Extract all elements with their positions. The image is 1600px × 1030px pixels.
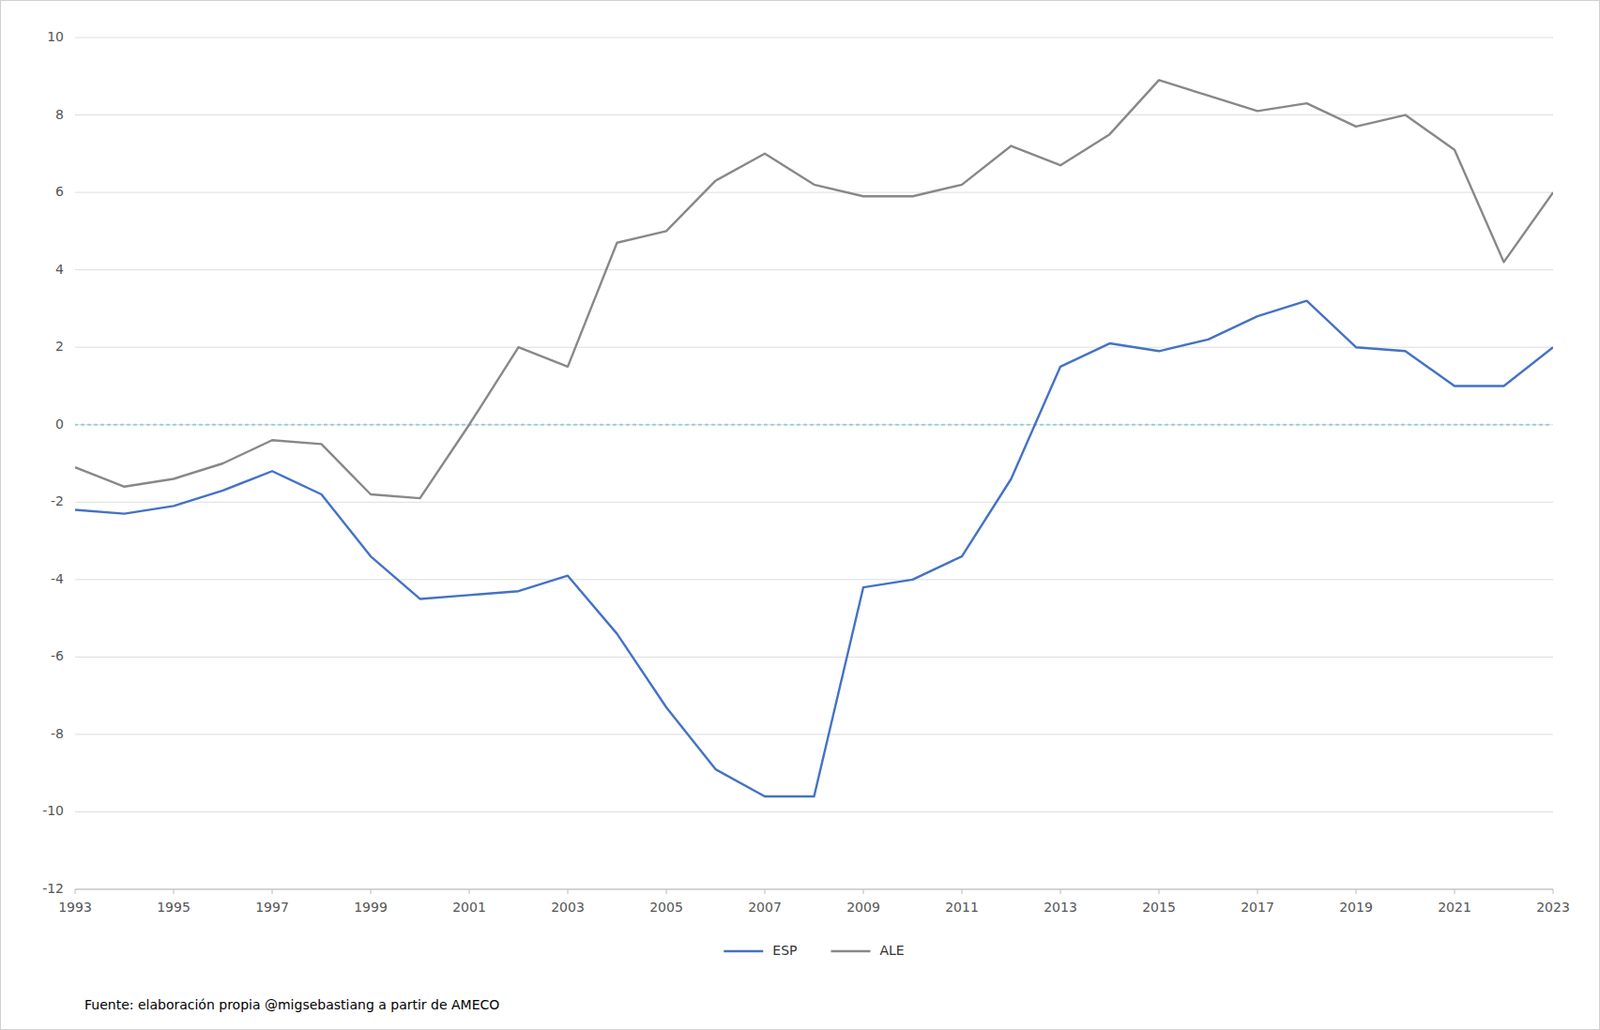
grid-line (75, 424, 1554, 426)
legend-swatch (723, 950, 763, 953)
x-tick (863, 889, 865, 895)
legend: ESP ALE (723, 943, 904, 959)
x-tick (1553, 889, 1555, 895)
x-tick (272, 889, 274, 895)
x-tick-label: 2023 (1536, 899, 1570, 915)
y-tick-label: -2 (50, 493, 64, 509)
x-tick (567, 889, 569, 895)
x-tick-label: 2017 (1240, 899, 1275, 915)
reference-line (75, 424, 1554, 427)
y-tick-label: 6 (55, 183, 64, 199)
y-tick-label: 0 (55, 416, 64, 432)
x-tick-label: 2007 (747, 899, 782, 915)
x-tick-label: 2011 (944, 899, 979, 915)
x-tick (1356, 889, 1357, 895)
x-tick-label: 2005 (649, 899, 684, 915)
grid-line (75, 502, 1554, 503)
y-tick-label: -8 (50, 726, 64, 742)
x-tick (370, 889, 372, 895)
y-tick-label: 2 (55, 338, 64, 354)
x-tick (1454, 889, 1456, 895)
y-tick-label: -6 (50, 648, 64, 664)
x-tick (1060, 889, 1062, 895)
x-tick (1158, 889, 1160, 895)
legend-label: ALE (879, 943, 904, 959)
y-tick-label: -10 (42, 803, 64, 819)
x-tick-label: 2013 (1043, 899, 1078, 915)
y-tick-label: 10 (46, 29, 64, 45)
x-tick-label: 2003 (550, 899, 585, 915)
x-axis-line (75, 889, 1554, 891)
legend-label: ESP (772, 943, 797, 959)
x-tick-label: 1993 (58, 899, 92, 915)
series-line (75, 301, 1554, 797)
grid-line (75, 656, 1554, 658)
grid-line (75, 37, 1554, 39)
y-tick-label: 4 (55, 261, 64, 277)
grid-line (75, 579, 1554, 580)
y-tick-label: 8 (55, 106, 64, 122)
x-tick (961, 889, 963, 895)
grid-line (75, 733, 1554, 735)
grid-line (75, 811, 1554, 813)
y-tick-label: -12 (42, 881, 64, 897)
x-tick-label: 2019 (1339, 899, 1373, 915)
x-tick (1257, 889, 1259, 895)
x-tick-label: 2021 (1437, 899, 1472, 915)
x-tick-label: 2009 (846, 899, 881, 915)
x-tick-label: 1995 (156, 899, 191, 915)
grid-line (75, 269, 1554, 271)
grid-line (75, 347, 1554, 349)
x-tick (666, 889, 668, 895)
x-tick (173, 889, 175, 895)
background (0, 0, 1600, 1030)
x-tick-label: 2001 (452, 899, 487, 915)
x-tick-label: 1999 (353, 899, 388, 915)
x-tick (75, 889, 77, 895)
grid-line (75, 889, 1554, 891)
y-tick-labels: -12 -10 -8 -6 -4 -2 0 2 4 6 8 10 (42, 29, 64, 897)
plot-area (75, 79, 1554, 797)
x-tick (764, 889, 766, 895)
y-grid (75, 37, 1554, 890)
x-tick-label: 2015 (1142, 899, 1176, 915)
footnote: Fuente: elaboración propia @migsebastian… (84, 997, 500, 1013)
x-tick-labels: 1993 1995 1997 1999 2001 2003 2005 2007 2009 2011… (58, 889, 1570, 915)
chart: -12 -10 -8 -6 -4 -2 0 2 4 6 8 10 1993 1995 1997 1999 200… (0, 0, 1600, 1030)
series-line (75, 79, 1554, 499)
x-tick (469, 889, 471, 895)
legend-swatch (830, 950, 870, 953)
x-tick-label: 1997 (255, 899, 290, 915)
y-tick-label: -4 (50, 571, 64, 587)
grid-line (75, 192, 1554, 194)
